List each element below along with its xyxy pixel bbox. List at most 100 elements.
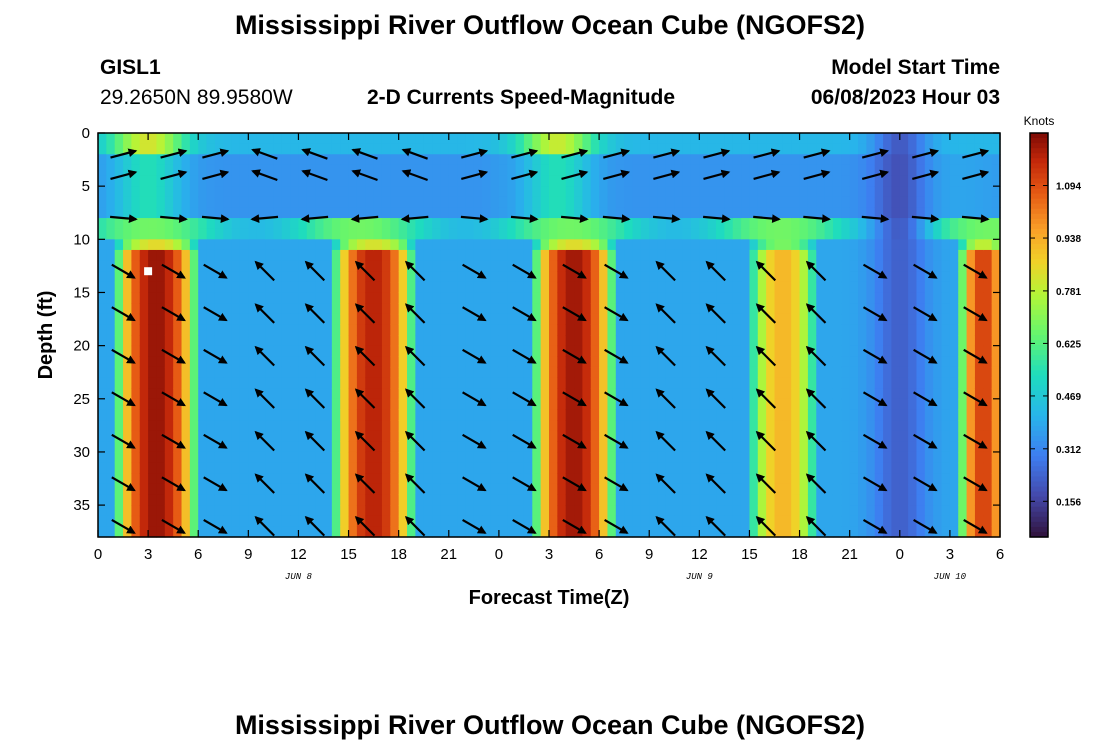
x-tick-label: 18 [791,546,808,563]
current-vector [203,433,228,449]
heat-cell [356,366,366,379]
heat-cell [173,218,183,230]
heat-cell [181,196,191,209]
heat-cell [390,377,400,389]
heat-cell [440,366,450,379]
heat-cell [632,324,642,336]
heat-cell [699,430,709,442]
heat-cell [131,164,141,177]
heat-cell [356,281,366,294]
heat-cell [807,164,817,177]
heat-cell [98,175,107,187]
current-vector [602,214,631,223]
heat-cell [699,451,709,464]
heat-cell [599,473,609,485]
heat-cell [365,494,375,506]
heat-cell [356,164,366,177]
current-vector [351,169,378,182]
heat-cell [649,271,659,283]
heat-cell [390,249,400,262]
heat-cell [131,420,141,432]
heat-cell [223,324,233,336]
heat-cell [749,335,759,347]
heat-cell [323,260,333,272]
heat-cell [432,430,442,442]
x-tick-label: 6 [996,546,1004,563]
heat-cell [515,260,525,272]
heat-cell [156,409,166,421]
heat-cell [699,420,709,432]
heat-cell [248,303,258,315]
heat-cell [423,345,433,357]
heat-cell [624,515,634,527]
heat-cell [966,303,976,315]
heat-cell [549,260,558,272]
heat-cell [189,388,199,400]
heat-cell [448,356,458,368]
heat-cell [665,505,675,517]
heat-cell [908,186,918,198]
heat-cell [398,292,408,304]
heat-cell [323,462,333,474]
heat-cell [532,398,542,411]
heat-cell [958,154,968,166]
heat-cell [356,505,366,517]
heat-cell [265,409,274,421]
heat-cell [699,515,709,527]
heat-cell [649,441,659,453]
heat-cell [181,409,191,421]
heat-cell [348,196,358,209]
heat-cell [699,281,709,294]
heat-cell [331,164,341,177]
heat-cell [557,281,567,294]
heat-cell [148,430,158,442]
heat-cell [699,143,709,155]
heat-cell [549,505,558,517]
heat-cell [665,303,675,315]
heat-cell [198,207,208,219]
heat-cell [565,430,575,442]
heat-cell [423,526,433,538]
heat-cell [323,143,333,155]
heat-cell [665,366,675,379]
heat-cell [381,366,391,379]
heat-cell [565,409,575,421]
heat-cell [181,239,191,251]
heat-cell [716,207,725,219]
heat-cell [724,271,734,283]
colorbar-segment [1030,218,1048,225]
heat-cell [958,324,968,336]
heat-cell [933,281,943,294]
heat-cell [966,260,976,272]
heat-cell [933,462,943,474]
heat-cell [607,377,617,389]
heat-cell [256,196,266,209]
heat-cell [106,303,116,315]
heat-cell [523,473,533,485]
current-vector [401,169,428,182]
heat-cell [156,249,166,262]
heat-cell [415,324,425,336]
colorbar-segment [1030,213,1048,220]
heat-cell [599,186,609,198]
heat-cell [732,186,742,198]
heat-cell [231,398,241,411]
heat-cell [523,143,533,155]
heat-cell [281,515,291,527]
heat-cell [941,505,951,517]
heat-cell [273,164,283,177]
heat-cell [908,398,918,411]
heat-cell [891,441,901,453]
heat-cell [432,249,442,262]
heat-cell [991,175,1001,187]
heat-cell [473,303,483,315]
heat-cell [824,335,834,347]
heat-cell [774,441,784,453]
heat-cell [189,196,199,209]
heat-cell [958,430,968,442]
heat-cell [290,526,300,538]
heat-cell [607,133,617,145]
heat-cell [690,196,700,209]
heat-cell [265,303,274,315]
heat-cell [799,377,809,389]
